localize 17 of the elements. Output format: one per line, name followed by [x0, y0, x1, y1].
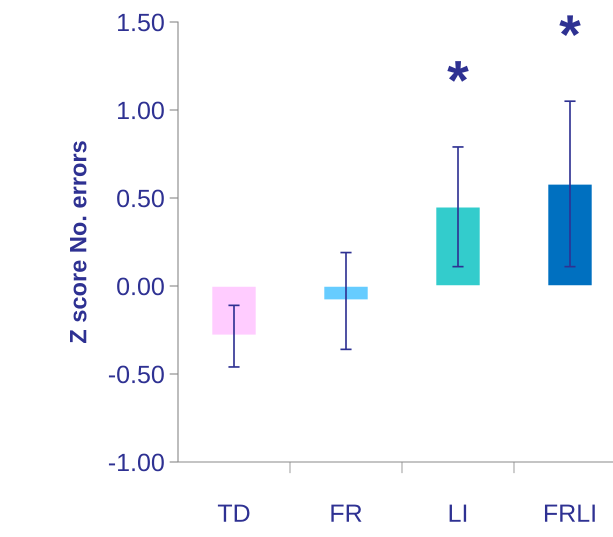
bar — [434, 206, 482, 287]
y-tick-label: 0.50 — [117, 190, 164, 208]
annotation: * — [447, 61, 469, 82]
y-tick-label: 1.00 — [118, 102, 164, 120]
bar — [322, 285, 370, 301]
bar — [210, 285, 258, 336]
x-tick-label: TD — [218, 504, 250, 522]
y-tick-label: -0.50 — [108, 366, 164, 384]
y-tick-label: 1.50 — [118, 14, 164, 32]
x-tick-label: FRLI — [544, 504, 595, 522]
y-tick-label: -1.00 — [108, 454, 164, 472]
y-axis-title: Z score No. errors — [70, 141, 86, 343]
x-tick-label: FR — [331, 504, 362, 522]
bar — [546, 183, 594, 287]
annotation: * — [559, 15, 581, 36]
y-tick-label: 0.00 — [117, 278, 164, 296]
x-tick-label: LI — [450, 504, 466, 522]
